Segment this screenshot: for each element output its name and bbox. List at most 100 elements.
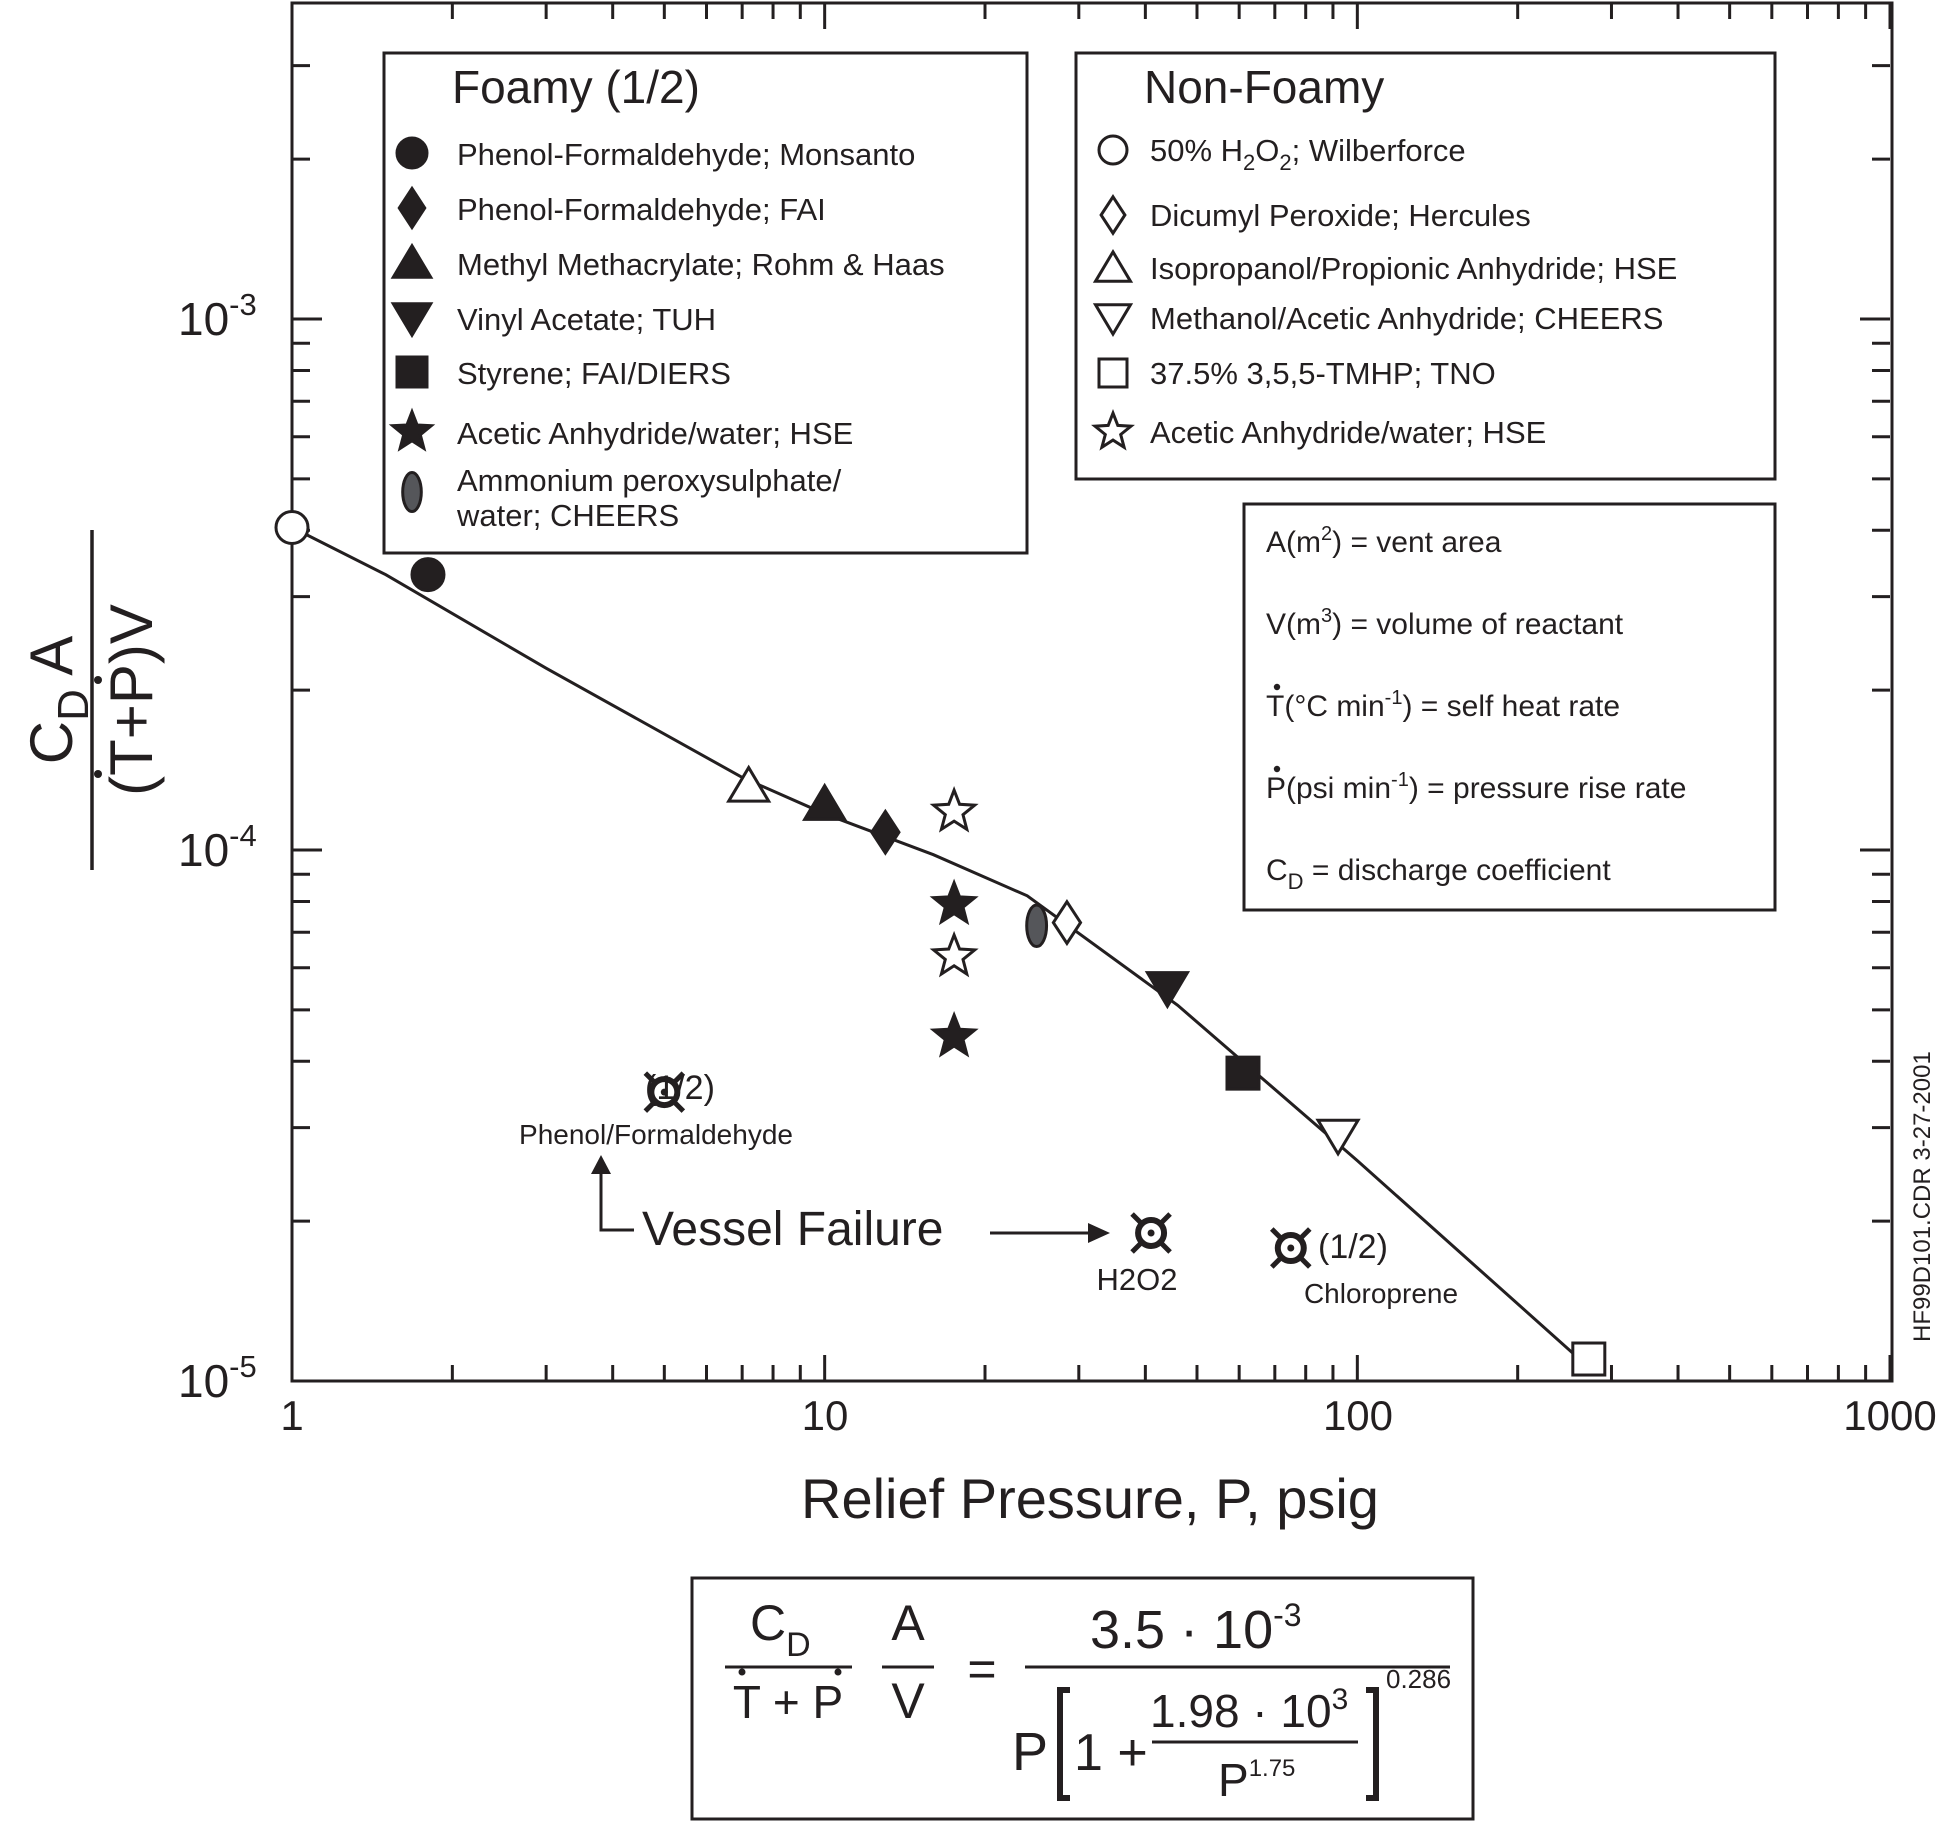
data-point-star-open [929, 786, 979, 833]
eq-rhs-numerator: 3.5 · 10-3 [1090, 1597, 1302, 1660]
arrowhead-right [1088, 1223, 1110, 1243]
eq-outer-exponent: 0.286 [1386, 1664, 1451, 1694]
eq-one-plus: 1 + [1074, 1724, 1148, 1782]
failure-spike [643, 1101, 656, 1113]
x-tick-label-1000: 1000 [1843, 1392, 1936, 1439]
data-point-diamond-filled [869, 808, 901, 856]
legend-marker-square [1097, 357, 1129, 389]
axis-ticks [290, 3, 1892, 1383]
legend-foamy-title: Foamy (1/2) [452, 61, 700, 113]
vessel-failure-icon [1130, 1212, 1172, 1254]
equation-box [690, 1576, 1475, 1821]
legend-label-nonfoamy: 50% H2O2; Wilberforce [1150, 133, 1466, 175]
definition-symbol: A(m [1266, 526, 1321, 559]
vessel-failure-icon [1270, 1227, 1312, 1269]
legend-marker-diamond [1099, 194, 1127, 236]
y-tick-label-1e-4: 10-4 [178, 818, 257, 876]
data-point-ellipse-filled [1025, 903, 1049, 949]
data-point-star-filled [929, 1010, 979, 1058]
eq-av-denominator: V [891, 1673, 925, 1729]
legend-label-foamy: Styrene; FAI/DIERS [457, 356, 731, 391]
y-axis-label-denominator: (T+P)V [98, 604, 165, 796]
legend-label-foamy: Ammonium peroxysulphate/water; CHEERS [456, 463, 842, 533]
y-tick-label-1e-5: 10-5 [178, 1349, 257, 1407]
legend-label-nonfoamy: Dicumyl Peroxide; Hercules [1150, 198, 1531, 233]
legend-marker-triangle-up [390, 242, 434, 279]
eq-inner-denominator: P1.75 [1218, 1754, 1295, 1806]
data-point-triangle-down-open [1315, 1118, 1361, 1157]
failure-spike [1300, 1227, 1312, 1239]
legend-marker-star [1091, 408, 1135, 451]
legend-label-foamy: Phenol-Formaldehyde; FAI [457, 192, 826, 227]
eq-t-dot [738, 1668, 746, 1676]
failure-spike [1300, 1257, 1312, 1269]
data-point-square-open [1571, 1341, 1607, 1377]
y-axis-label-numerator: CD A [18, 636, 98, 765]
legend-nonfoamy-box [1074, 51, 1777, 481]
legend-label-line: water; CHEERS [456, 498, 679, 533]
x-axis-label: Relief Pressure, P, psig [801, 1467, 1379, 1530]
failure-label-phenol: Phenol/Formaldehyde [519, 1119, 793, 1150]
legend-label-line: Ammonium peroxysulphate/ [457, 463, 842, 498]
legend-label-foamy: Phenol-Formaldehyde; Monsanto [457, 137, 915, 172]
definition-text: ) = self heat rate [1402, 690, 1620, 723]
legend-foamy-box [382, 51, 1029, 555]
failure-spike [1130, 1242, 1142, 1254]
legend-marker-circle [1097, 134, 1129, 166]
definitions-box [1242, 502, 1777, 912]
definition-symbol: C [1266, 854, 1288, 887]
eq-left-bracket [1057, 1687, 1070, 1801]
definition-superscript: -1 [1391, 769, 1409, 791]
vessel-failure-label: Vessel Failure [642, 1203, 943, 1256]
data-points [274, 509, 1607, 1377]
definition-line: V(m3) = volume of reactant [1266, 605, 1624, 641]
rate-dot [1273, 765, 1281, 773]
legend-marker-square [395, 355, 429, 389]
legend-label-nonfoamy: Isopropanol/Propionic Anhydride; HSE [1150, 251, 1677, 286]
legend-label-line: Acetic Anhydride/water; HSE [457, 416, 853, 451]
definition-text: ) = volume of reactant [1332, 608, 1624, 641]
legend-nonfoamy-title: Non-Foamy [1144, 61, 1384, 113]
definition-superscript: -1 [1385, 687, 1403, 709]
legend-label-part: 2 [1279, 150, 1291, 175]
legend-label-nonfoamy: 37.5% 3,5,5-TMHP; TNO [1150, 356, 1496, 391]
data-point-star-open [929, 930, 979, 978]
failure-tag-chloroprene: (1/2) [1318, 1228, 1388, 1266]
legend-marker-triangle-up [1092, 248, 1134, 283]
legend-marker-diamond [397, 185, 427, 231]
drawing-id-label: HF99D101.CDR 3-27-2001 [1909, 1051, 1936, 1342]
legend-label-part: O [1255, 133, 1279, 168]
vessel-failure-icon [643, 1071, 686, 1113]
x-tick-label-100: 100 [1323, 1392, 1393, 1439]
data-point-circle-filled [410, 557, 446, 593]
legend-marker-ellipse [401, 471, 423, 513]
eq-inner-numerator: 1.98 · 103 [1150, 1683, 1348, 1737]
eq-av-numerator: A [891, 1595, 925, 1651]
eq-equals: = [967, 1641, 996, 1697]
legend-label-foamy: Vinyl Acetate; TUH [457, 302, 716, 337]
legend-label-foamy: Methyl Methacrylate; Rohm & Haas [457, 247, 945, 282]
failure-tag-phenol: (1/2) [645, 1069, 715, 1107]
definition-line: P(psi min-1) = pressure rise rate [1266, 769, 1686, 805]
failure-spike [1130, 1212, 1142, 1224]
failure-spike [643, 1071, 656, 1083]
definition-subscript: D [1288, 869, 1304, 894]
equation: CD T + P A V = 3.5 · 10-3 P 1 + 1.98 · 1… [725, 1595, 1451, 1806]
y-axis-label: CD A (T+P)V [18, 530, 165, 870]
plot-frame [290, 1, 1894, 1383]
failure-spike [1270, 1227, 1282, 1239]
failure-ring [648, 1076, 681, 1109]
definition-superscript: 3 [1321, 605, 1332, 627]
t-dot [94, 770, 102, 778]
definition-text: ) = vent area [1332, 526, 1502, 559]
definition-text: = discharge coefficient [1304, 854, 1612, 887]
definition-symbol: T(°C min [1266, 690, 1385, 723]
legend-label-nonfoamy: Acetic Anhydride/water; HSE [1150, 415, 1546, 450]
legend-label-foamy: Acetic Anhydride/water; HSE [457, 416, 853, 451]
legend-foamy-entries: Phenol-Formaldehyde; Monsanto Phenol-Form… [388, 136, 945, 533]
eq-p-dot [834, 1668, 842, 1676]
legend-label-part: ; Wilberforce [1292, 133, 1466, 168]
eq-right-bracket [1366, 1687, 1379, 1801]
legend-marker-star [388, 407, 436, 452]
data-point-square-filled [1225, 1055, 1261, 1091]
